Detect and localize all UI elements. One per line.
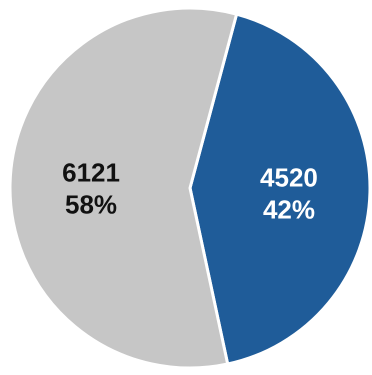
pie-slice-value-label: 4520 [260, 163, 318, 193]
pie-slice-percent-label: 42% [263, 195, 315, 225]
pie-slice-4520 [188, 12, 372, 366]
pie-slices [8, 6, 372, 370]
pie-slice-value-label: 6121 [62, 157, 120, 187]
pie-slice-6121 [8, 6, 239, 370]
pie-slice-percent-label: 58% [65, 189, 117, 219]
